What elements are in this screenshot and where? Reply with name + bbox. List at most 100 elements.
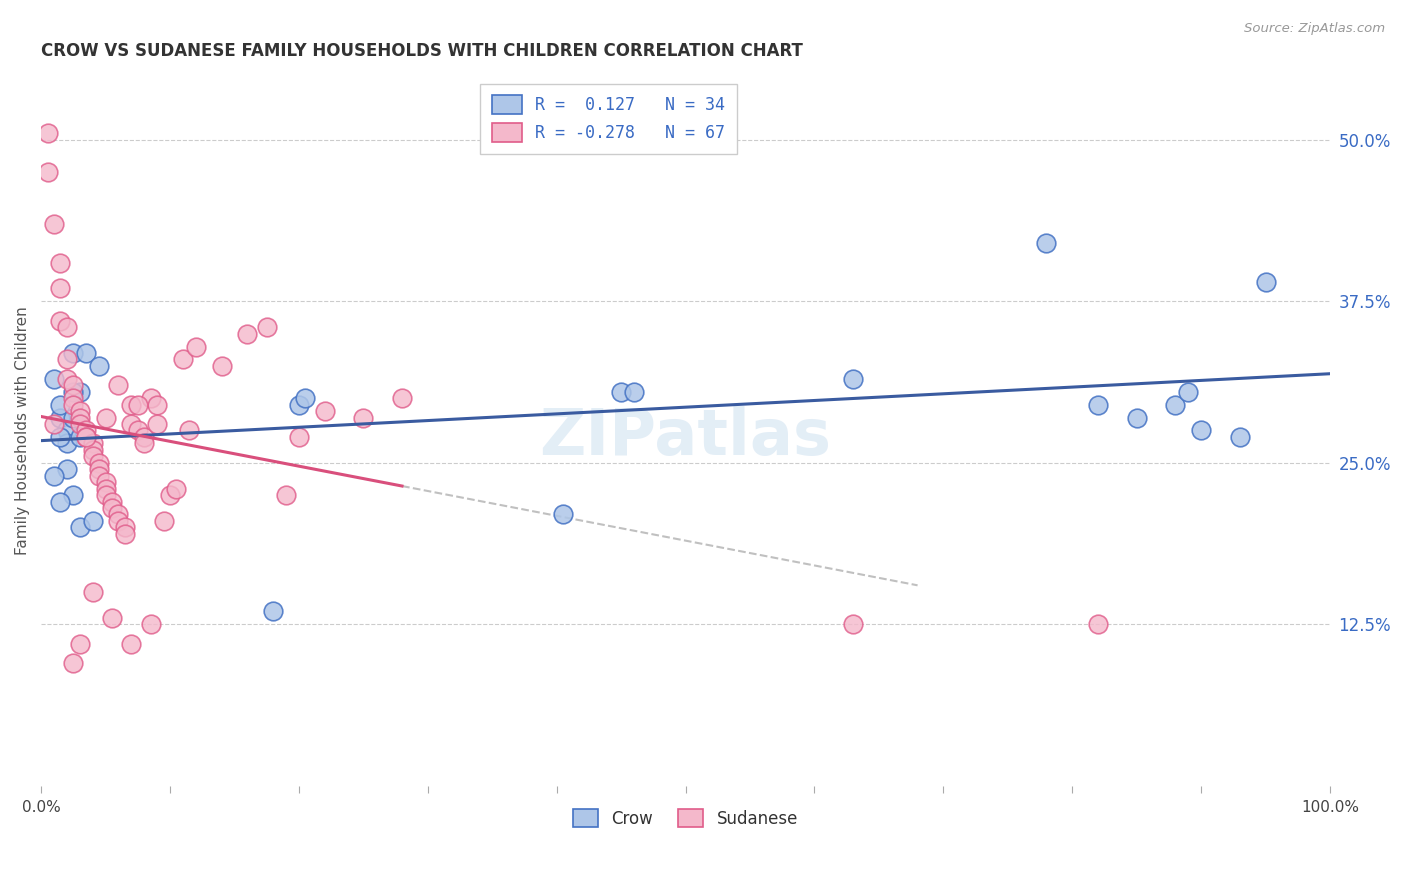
Point: [62, 488, 84, 502]
Point: [1189, 424, 1212, 438]
Point: [82, 514, 104, 528]
Point: [56, 424, 79, 438]
Y-axis label: Family Households with Children: Family Households with Children: [15, 306, 30, 555]
Point: [42, 372, 65, 386]
Point: [94, 488, 117, 502]
Point: [352, 410, 374, 425]
Point: [82, 436, 104, 450]
Point: [49, 410, 72, 425]
Point: [127, 398, 149, 412]
Text: ZIPatlas: ZIPatlas: [540, 406, 831, 468]
Point: [69, 384, 91, 399]
Point: [107, 378, 129, 392]
Point: [610, 384, 633, 399]
Point: [62, 391, 84, 405]
Point: [391, 391, 413, 405]
Point: [56, 320, 79, 334]
Point: [75, 346, 97, 360]
Point: [211, 359, 233, 373]
Point: [49, 430, 72, 444]
Point: [553, 508, 575, 522]
Point: [75, 424, 97, 438]
Point: [62, 378, 84, 392]
Point: [62, 656, 84, 670]
Point: [87, 468, 110, 483]
Point: [159, 488, 181, 502]
Point: [114, 526, 136, 541]
Point: [146, 417, 169, 431]
Point: [69, 520, 91, 534]
Point: [94, 475, 117, 490]
Point: [82, 450, 104, 464]
Legend: Crow, Sudanese: Crow, Sudanese: [567, 803, 804, 834]
Point: [139, 391, 162, 405]
Point: [172, 352, 194, 367]
Point: [107, 508, 129, 522]
Point: [56, 436, 79, 450]
Text: CROW VS SUDANESE FAMILY HOUSEHOLDS WITH CHILDREN CORRELATION CHART: CROW VS SUDANESE FAMILY HOUSEHOLDS WITH …: [41, 42, 803, 60]
Point: [1087, 617, 1109, 632]
Point: [107, 514, 129, 528]
Point: [42, 217, 65, 231]
Point: [1229, 430, 1251, 444]
Point: [262, 604, 284, 618]
Point: [134, 436, 156, 450]
Text: Source: ZipAtlas.com: Source: ZipAtlas.com: [1244, 22, 1385, 36]
Point: [69, 430, 91, 444]
Point: [62, 410, 84, 425]
Point: [75, 430, 97, 444]
Point: [37, 126, 59, 140]
Point: [114, 520, 136, 534]
Point: [127, 424, 149, 438]
Point: [101, 494, 124, 508]
Point: [288, 430, 311, 444]
Point: [49, 255, 72, 269]
Point: [236, 326, 259, 341]
Point: [49, 314, 72, 328]
Point: [62, 384, 84, 399]
Point: [82, 585, 104, 599]
Point: [49, 281, 72, 295]
Point: [179, 424, 201, 438]
Point: [1087, 398, 1109, 412]
Point: [1164, 398, 1187, 412]
Point: [120, 417, 142, 431]
Point: [1254, 275, 1277, 289]
Point: [274, 488, 297, 502]
Point: [120, 398, 142, 412]
Point: [101, 611, 124, 625]
Point: [62, 398, 84, 412]
Point: [49, 494, 72, 508]
Point: [56, 462, 79, 476]
Point: [56, 372, 79, 386]
Point: [94, 482, 117, 496]
Point: [62, 346, 84, 360]
Point: [314, 404, 336, 418]
Point: [139, 617, 162, 632]
Point: [56, 352, 79, 367]
Point: [69, 417, 91, 431]
Point: [842, 372, 865, 386]
Point: [101, 501, 124, 516]
Point: [42, 468, 65, 483]
Point: [37, 165, 59, 179]
Point: [165, 482, 187, 496]
Point: [152, 514, 174, 528]
Point: [294, 391, 316, 405]
Point: [49, 398, 72, 412]
Point: [69, 410, 91, 425]
Point: [120, 637, 142, 651]
Point: [69, 404, 91, 418]
Point: [87, 456, 110, 470]
Point: [82, 442, 104, 457]
Point: [256, 320, 278, 334]
Point: [42, 417, 65, 431]
Point: [1035, 236, 1057, 251]
Point: [94, 410, 117, 425]
Point: [75, 430, 97, 444]
Point: [1125, 410, 1147, 425]
Point: [87, 462, 110, 476]
Point: [1177, 384, 1199, 399]
Point: [184, 339, 207, 353]
Point: [87, 359, 110, 373]
